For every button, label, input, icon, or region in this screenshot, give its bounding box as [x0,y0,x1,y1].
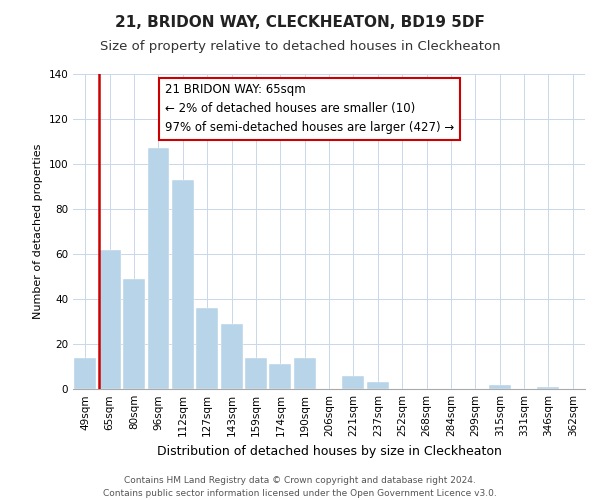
Bar [489,384,511,389]
Bar [343,376,364,389]
Bar [269,364,292,389]
Bar [74,358,97,389]
Bar [221,324,242,389]
Bar [538,387,559,389]
Bar [294,358,316,389]
Text: 21 BRIDON WAY: 65sqm
← 2% of detached houses are smaller (10)
97% of semi-detach: 21 BRIDON WAY: 65sqm ← 2% of detached ho… [165,84,455,134]
Bar [172,180,194,389]
Text: 21, BRIDON WAY, CLECKHEATON, BD19 5DF: 21, BRIDON WAY, CLECKHEATON, BD19 5DF [115,15,485,30]
Text: Contains HM Land Registry data © Crown copyright and database right 2024.
Contai: Contains HM Land Registry data © Crown c… [103,476,497,498]
Bar [148,148,169,389]
Bar [367,382,389,389]
Y-axis label: Number of detached properties: Number of detached properties [33,144,43,320]
Bar [99,250,121,389]
Bar [245,358,267,389]
Text: Size of property relative to detached houses in Cleckheaton: Size of property relative to detached ho… [100,40,500,53]
Bar [196,308,218,389]
X-axis label: Distribution of detached houses by size in Cleckheaton: Distribution of detached houses by size … [157,444,502,458]
Bar [123,279,145,389]
